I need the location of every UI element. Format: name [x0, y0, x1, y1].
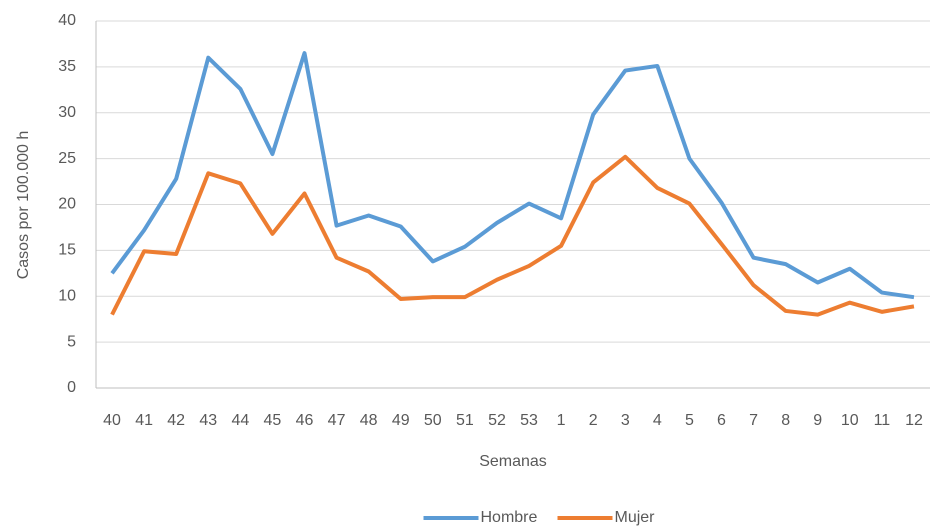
x-tick-label: 48 [360, 412, 378, 429]
series-line [110, 154, 915, 317]
x-tick-label: 11 [874, 412, 891, 429]
y-tick-label: 15 [58, 242, 76, 259]
x-tick-label: 4 [653, 412, 662, 429]
x-axis-label: Semanas [479, 453, 547, 470]
y-tick-label: 20 [58, 196, 76, 213]
x-tick-label: 47 [328, 412, 346, 429]
x-tick-label: 45 [264, 412, 282, 429]
x-tick-label: 43 [199, 412, 217, 429]
series-line [110, 51, 915, 300]
x-tick-label: 1 [557, 412, 566, 429]
y-tick-label: 0 [67, 379, 76, 396]
x-tick-label: 12 [905, 412, 923, 429]
x-tick-label: 49 [392, 412, 410, 429]
y-tick-label: 5 [67, 333, 76, 350]
legend-label: Mujer [615, 509, 656, 526]
x-tick-label: 5 [685, 412, 694, 429]
x-tick-label: 50 [424, 412, 442, 429]
x-tick-label: 10 [841, 412, 859, 429]
x-tick-label: 42 [167, 412, 185, 429]
x-tick-label: 8 [781, 412, 790, 429]
x-tick-label: 51 [456, 412, 474, 429]
x-tick-label: 6 [717, 412, 726, 429]
x-tick-label: 7 [749, 412, 758, 429]
x-tick-label: 3 [621, 412, 630, 429]
y-tick-label: 35 [58, 58, 76, 75]
x-tick-label: 9 [813, 412, 822, 429]
x-tick-label: 53 [520, 412, 538, 429]
x-tick-label: 52 [488, 412, 506, 429]
y-tick-label: 10 [58, 287, 76, 304]
x-tick-label: 46 [296, 412, 314, 429]
y-tick-label: 25 [58, 150, 76, 167]
x-tick-label: 2 [589, 412, 598, 429]
y-tick-label: 40 [58, 12, 76, 29]
x-tick-label: 41 [135, 412, 153, 429]
x-tick-label: 40 [103, 412, 121, 429]
legend-label: Hombre [481, 509, 538, 526]
y-axis-label: Casos por 100.000 h [15, 131, 32, 280]
x-tick-label: 44 [231, 412, 249, 429]
y-tick-label: 30 [58, 104, 76, 121]
